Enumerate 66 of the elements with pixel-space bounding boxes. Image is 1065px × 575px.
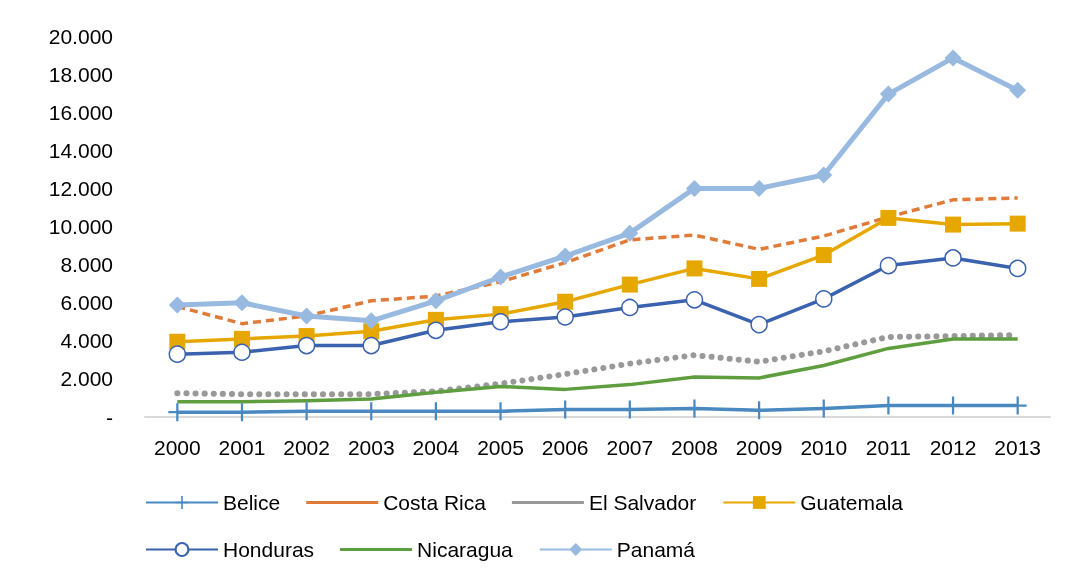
legend-label: Guatemala	[800, 491, 904, 514]
point	[686, 260, 703, 277]
point	[880, 209, 897, 226]
x-tick-label: 2000	[153, 436, 201, 459]
point	[1009, 215, 1026, 232]
point	[944, 249, 962, 267]
x-tick-label: 2010	[800, 436, 848, 459]
x-tick-label: 2003	[347, 436, 395, 459]
legend-label: Honduras	[223, 538, 315, 561]
point	[427, 292, 445, 310]
legend-label: Belice	[223, 491, 281, 514]
point	[233, 343, 251, 361]
x-tick-label: 2004	[412, 436, 460, 459]
point	[879, 256, 898, 275]
x-tick-label: 2005	[477, 436, 524, 459]
x-tick-label: 2006	[541, 436, 589, 459]
point	[233, 294, 251, 312]
x-tick-label: 2007	[606, 436, 654, 459]
legend-label: Nicaragua	[417, 538, 514, 561]
x-tick-label: 2009	[735, 436, 783, 459]
legend-label: El Salvador	[588, 491, 697, 514]
point	[621, 276, 638, 293]
y-tick-label: 20.000	[48, 24, 113, 48]
point	[556, 247, 574, 265]
point	[621, 298, 639, 317]
point	[362, 312, 380, 330]
x-tick-label: 2002	[283, 436, 330, 459]
point	[879, 85, 897, 103]
y-tick-label: 16.000	[48, 100, 113, 124]
point	[168, 296, 186, 314]
point	[427, 321, 445, 340]
y-tick-label: 6.000	[60, 291, 113, 315]
y-tick-label: 14.000	[48, 138, 113, 162]
point	[362, 336, 380, 355]
legend-label: Panamá	[616, 538, 696, 561]
point	[1008, 259, 1027, 278]
point	[750, 315, 768, 334]
x-tick-label: 2012	[929, 436, 977, 459]
point	[557, 293, 574, 310]
y-tick-label: 18.000	[48, 62, 113, 86]
point	[556, 308, 574, 326]
point	[297, 336, 316, 355]
x-tick-label: 2008	[671, 436, 718, 459]
y-tick-label: 4.000	[60, 329, 113, 353]
point	[685, 291, 704, 309]
point	[685, 179, 703, 197]
x-tick-label: 2013	[994, 436, 1042, 459]
point	[815, 247, 832, 264]
x-tick-label: 2011	[865, 436, 911, 459]
y-tick-label: 12.000	[48, 176, 113, 200]
y-tick-label: 10.000	[48, 215, 113, 238]
y-tick-label: -	[106, 405, 113, 429]
point	[168, 345, 187, 363]
point	[1009, 81, 1027, 99]
point	[751, 270, 768, 287]
point	[945, 216, 962, 233]
point	[815, 166, 833, 184]
x-tick-label: 2001	[218, 436, 266, 459]
y-tick-label: 2.000	[60, 367, 113, 391]
point	[944, 49, 962, 67]
point	[815, 290, 833, 308]
y-tick-label: 8.000	[60, 253, 113, 277]
point	[621, 224, 639, 242]
point	[492, 268, 510, 286]
legend-label: Costa Rica	[383, 491, 487, 514]
point	[491, 313, 510, 331]
